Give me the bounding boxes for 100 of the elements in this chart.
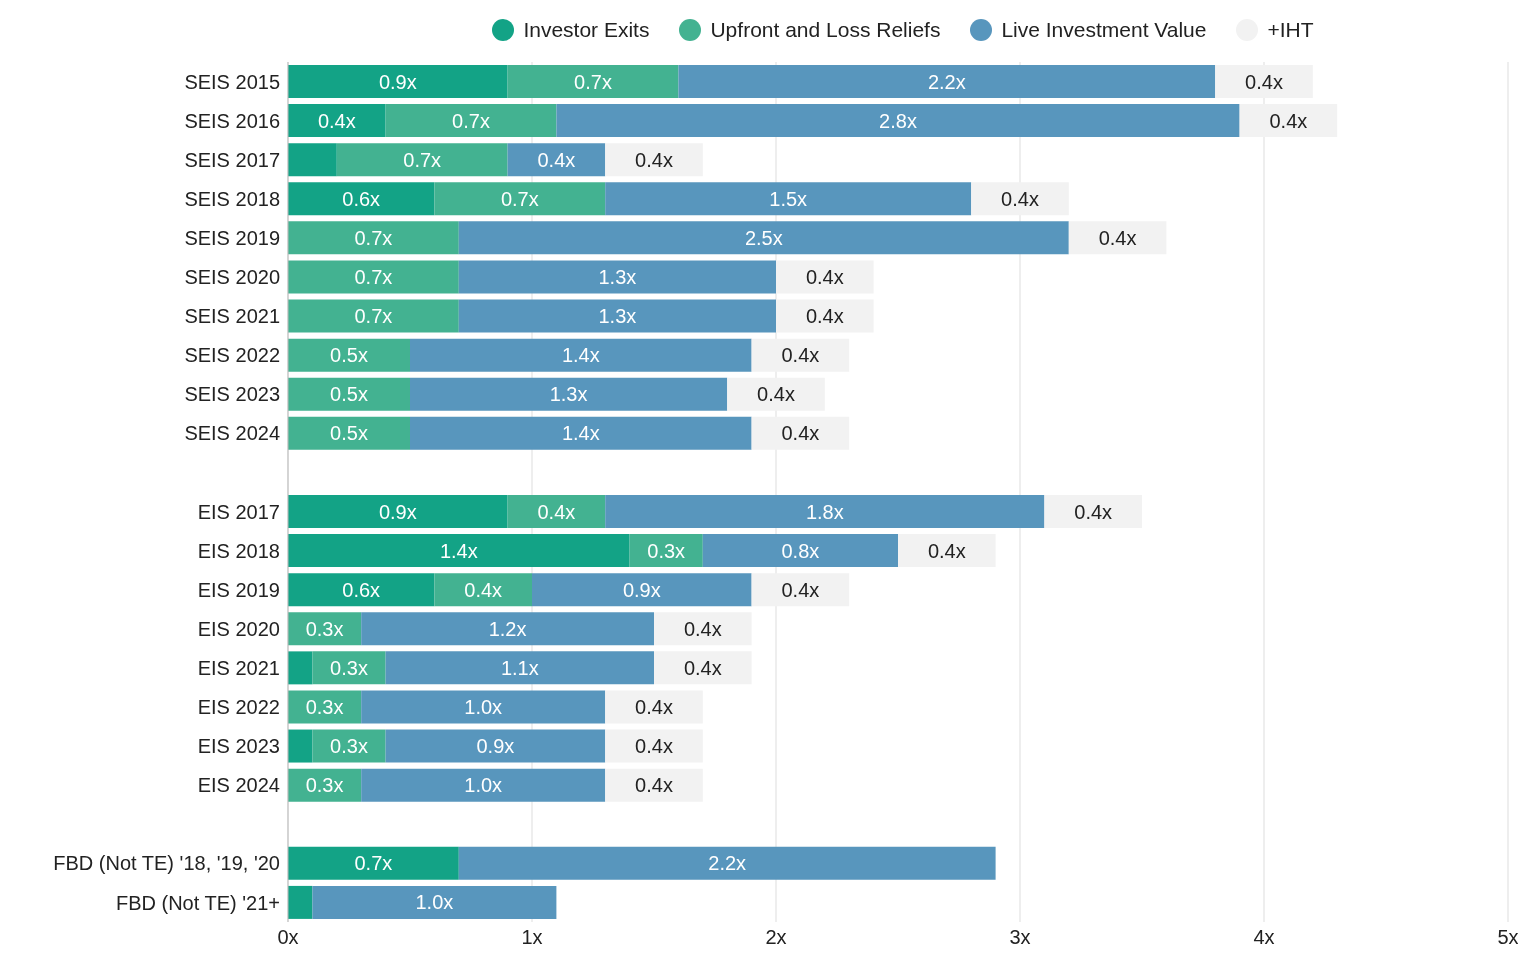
data-label: 0.3x <box>305 695 344 718</box>
data-label: 0.4x <box>537 148 576 171</box>
bar <box>556 104 1240 138</box>
bar <box>605 729 703 763</box>
data-label: 0.7x <box>354 305 393 328</box>
data-label: 1.5x <box>769 187 808 210</box>
data-label: 0.4x <box>781 578 820 601</box>
bar <box>532 573 752 607</box>
data-label: 2.5x <box>744 226 783 249</box>
data-label: 0.4x <box>781 422 820 445</box>
legend-label: Live Investment Value <box>1001 18 1207 42</box>
data-label: 0.7x <box>574 70 612 93</box>
bar <box>776 260 874 294</box>
bar <box>458 221 1069 255</box>
x-tick-label: 5x <box>1497 926 1519 949</box>
bar <box>410 338 752 372</box>
bar <box>361 612 654 646</box>
data-label: 0.6x <box>342 578 381 601</box>
data-label: 1.2x <box>488 617 527 640</box>
bar <box>507 495 606 528</box>
bar <box>410 377 728 411</box>
bar <box>971 182 1069 216</box>
bar <box>751 573 850 607</box>
y-tick-label: SEIS 2015 <box>184 70 280 93</box>
data-label: 0.7x <box>452 109 490 132</box>
data-label: 2.8x <box>879 109 917 132</box>
bar <box>629 534 703 568</box>
data-label: 0.8x <box>781 539 820 562</box>
bar <box>678 65 1216 98</box>
bar <box>1239 104 1338 138</box>
data-label: 0.4x <box>1098 226 1137 249</box>
bar <box>288 534 630 568</box>
y-tick-label: EIS 2018 <box>197 539 280 562</box>
bar <box>288 377 410 411</box>
legend-label: +IHT <box>1267 18 1314 42</box>
bar <box>385 729 606 763</box>
bar <box>507 65 679 98</box>
bar <box>336 143 508 177</box>
y-tick-label: SEIS 2021 <box>184 305 280 328</box>
data-label: 0.7x <box>354 226 393 249</box>
data-label: 0.4x <box>635 695 673 718</box>
y-tick-label: SEIS 2023 <box>184 383 280 406</box>
data-label: 0.4x <box>1245 70 1283 93</box>
bar <box>288 495 508 528</box>
data-label: 0.5x <box>330 344 368 367</box>
y-tick-label: SEIS 2020 <box>184 266 280 289</box>
y-tick-label: SEIS 2022 <box>184 344 280 367</box>
bar <box>288 885 313 919</box>
data-label: 0.4x <box>464 578 503 601</box>
data-label: 0.4x <box>781 344 820 367</box>
data-label: 1.1x <box>500 656 539 679</box>
data-label: 1.4x <box>561 344 600 367</box>
y-tick-label: SEIS 2016 <box>184 109 280 132</box>
data-label: 1.4x <box>561 422 600 445</box>
data-label: 1.4x <box>439 539 478 562</box>
bar <box>288 104 386 138</box>
y-tick-label: EIS 2017 <box>197 500 280 523</box>
bar <box>288 651 313 685</box>
data-label: 1.3x <box>598 305 637 328</box>
data-label: 0.4x <box>805 265 844 288</box>
data-label: 0.9x <box>378 70 417 93</box>
data-label: 0.4x <box>1074 500 1113 523</box>
bar <box>458 846 996 880</box>
y-tick-label: SEIS 2018 <box>184 187 280 210</box>
bar <box>361 690 606 724</box>
x-tick-label: 4x <box>1253 926 1275 949</box>
data-label: 0.4x <box>1001 187 1039 210</box>
data-label: 0.3x <box>305 617 344 640</box>
bar <box>654 612 752 646</box>
bar <box>288 573 435 607</box>
data-label: 0.4x <box>635 735 673 758</box>
bar <box>288 65 508 98</box>
bar <box>898 534 996 568</box>
bar <box>434 182 606 216</box>
bar <box>727 377 825 411</box>
bar <box>751 416 850 450</box>
bar <box>288 416 410 450</box>
data-label: 1.0x <box>415 891 454 914</box>
bar <box>385 104 557 138</box>
bar <box>1068 221 1167 255</box>
bar <box>458 260 776 294</box>
bar <box>288 143 337 177</box>
data-label: 0.4x <box>1269 109 1308 132</box>
bar <box>751 338 850 372</box>
y-tick-label: EIS 2022 <box>197 696 280 719</box>
y-tick-label: EIS 2019 <box>197 578 280 601</box>
x-tick-label: 3x <box>1009 926 1031 949</box>
data-label: 0.3x <box>647 539 686 562</box>
y-tick-label: SEIS 2019 <box>184 227 280 250</box>
data-label: 1.3x <box>549 383 588 406</box>
data-label: 2.2x <box>927 70 966 93</box>
bar <box>776 299 874 333</box>
data-label: 0.9x <box>622 578 661 601</box>
data-label: 0.4x <box>683 617 722 640</box>
data-label: 0.4x <box>537 500 576 523</box>
bar <box>702 534 898 568</box>
y-tick-label: EIS 2021 <box>197 657 280 680</box>
data-label: 0.7x <box>354 265 393 288</box>
data-label: 0.4x <box>927 539 966 562</box>
data-label: 0.7x <box>500 187 539 210</box>
